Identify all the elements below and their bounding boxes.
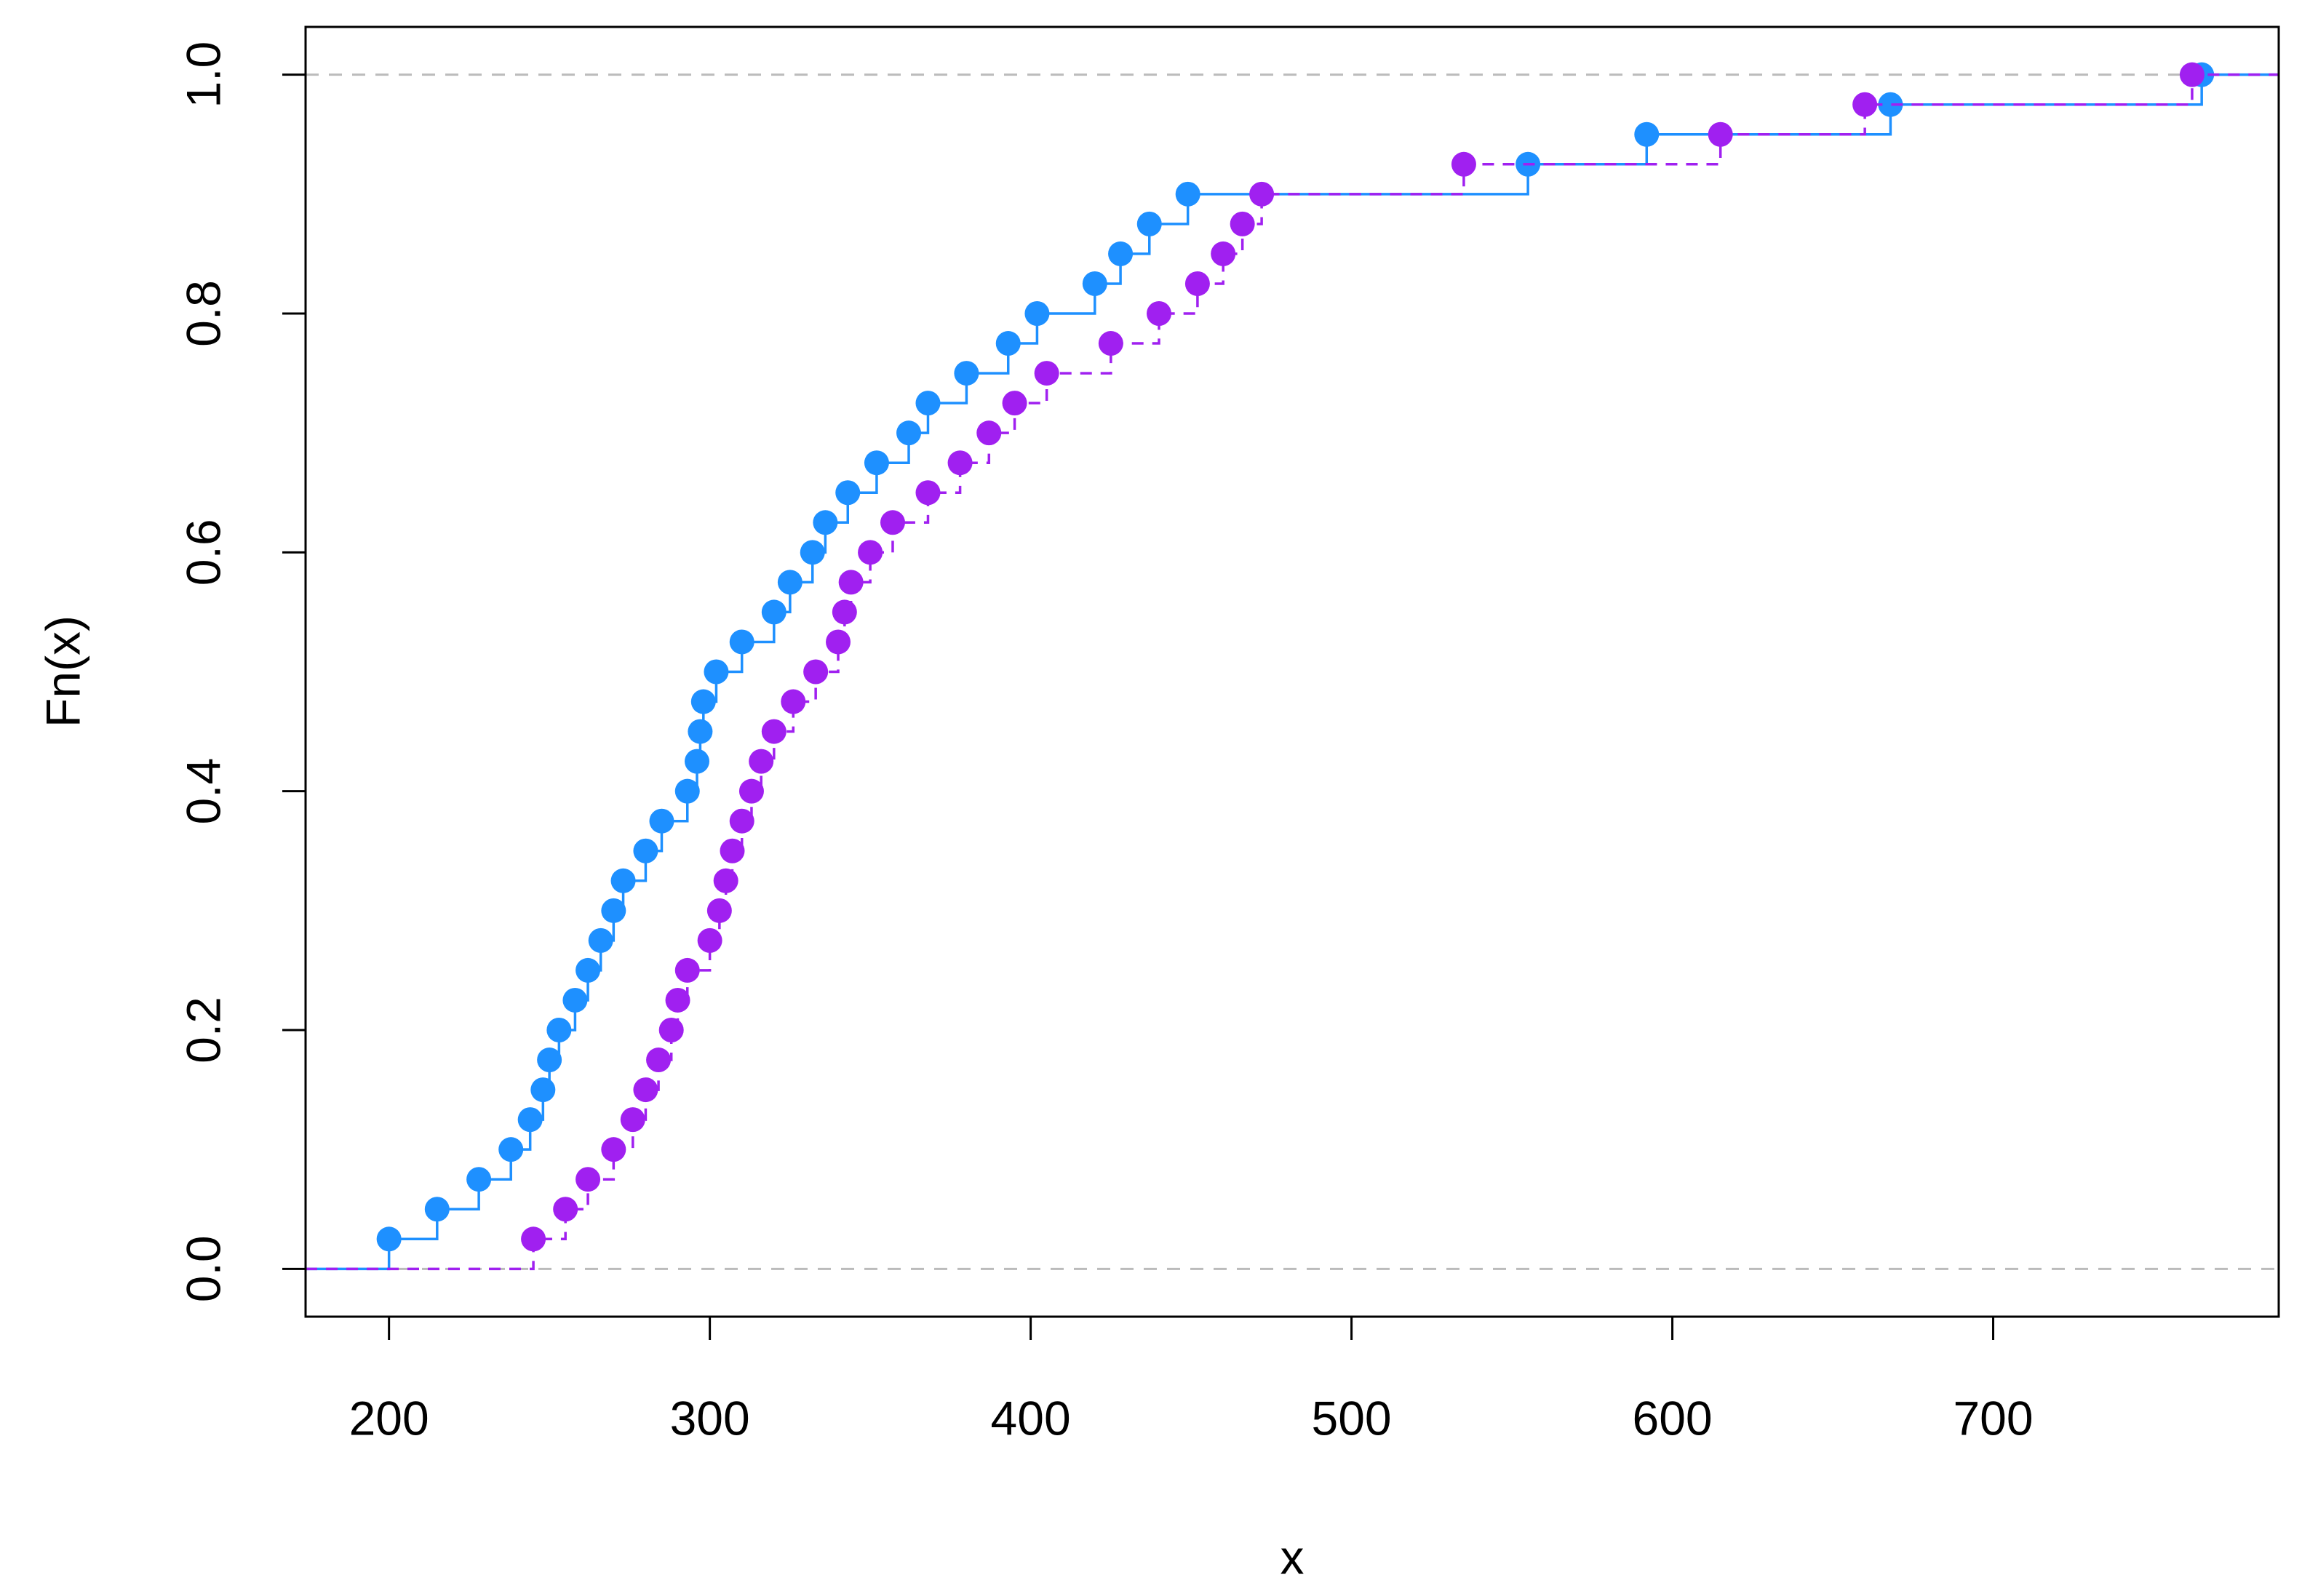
point <box>1146 301 1171 326</box>
point <box>576 957 601 983</box>
point <box>1878 92 1903 117</box>
point <box>466 1167 492 1192</box>
point <box>706 898 732 923</box>
point <box>803 659 829 685</box>
point <box>697 927 722 953</box>
point <box>521 1226 546 1252</box>
step-line <box>306 73 2279 1271</box>
point <box>620 1107 645 1133</box>
point <box>376 1226 402 1252</box>
point <box>646 1048 672 1073</box>
point <box>954 361 979 386</box>
point <box>976 420 1002 446</box>
point <box>1108 241 1134 266</box>
y-tick-label: 0.4 <box>176 758 230 825</box>
y-tick-label: 0.6 <box>176 519 230 586</box>
x-tick-label: 500 <box>1312 1391 1392 1445</box>
x-tick-label: 700 <box>1953 1391 2033 1445</box>
point <box>1024 301 1050 326</box>
point <box>896 420 922 446</box>
point <box>601 898 626 923</box>
point <box>800 540 825 565</box>
point <box>576 1167 601 1192</box>
point <box>1634 121 1660 147</box>
y-tick-label: 0.0 <box>176 1235 230 1302</box>
point <box>713 868 738 893</box>
point <box>781 689 806 714</box>
point <box>601 1137 626 1162</box>
point <box>688 719 713 744</box>
point <box>761 719 786 744</box>
point <box>1249 181 1275 207</box>
point <box>537 1048 562 1073</box>
x-axis-label: x <box>1281 1530 1305 1584</box>
point <box>880 510 905 535</box>
y-axis-label: Fn(x) <box>36 615 89 727</box>
point <box>1034 361 1059 386</box>
point <box>864 450 889 476</box>
point <box>1098 331 1123 356</box>
point <box>1184 271 1210 296</box>
point <box>777 570 802 595</box>
point <box>674 957 700 983</box>
point <box>813 510 838 535</box>
point <box>633 1077 658 1103</box>
x-tick-label: 200 <box>349 1391 429 1445</box>
y-tick-label: 0.8 <box>176 280 230 347</box>
point <box>858 540 883 565</box>
series <box>306 62 2279 1271</box>
point <box>553 1197 578 1222</box>
point <box>704 659 729 685</box>
point <box>1708 121 1733 147</box>
point <box>665 987 690 1013</box>
point <box>1136 211 1162 236</box>
point <box>729 629 754 655</box>
series <box>306 62 2279 1271</box>
x-tick-label: 400 <box>991 1391 1071 1445</box>
point <box>749 749 774 774</box>
point <box>720 838 745 863</box>
point <box>761 599 786 625</box>
plot-frame <box>304 25 2280 1318</box>
point <box>530 1077 556 1103</box>
x-tick-label: 600 <box>1632 1391 1712 1445</box>
point <box>588 927 613 953</box>
point <box>826 629 851 655</box>
point <box>424 1197 450 1222</box>
point <box>517 1107 543 1133</box>
y-tick-label: 0.2 <box>176 997 230 1064</box>
point <box>498 1137 524 1162</box>
point <box>995 331 1021 356</box>
point <box>1451 151 1476 177</box>
point <box>684 749 709 774</box>
point <box>674 778 700 804</box>
point <box>947 450 973 476</box>
point <box>1002 391 1027 416</box>
point <box>915 391 941 416</box>
point <box>649 808 674 834</box>
point <box>1852 92 1878 117</box>
point <box>729 808 754 834</box>
point <box>1175 181 1200 207</box>
point <box>546 1018 572 1042</box>
point <box>915 480 941 506</box>
point <box>1230 211 1255 236</box>
point <box>832 599 857 625</box>
point <box>562 987 588 1013</box>
point <box>738 778 764 804</box>
point <box>838 570 864 595</box>
point <box>658 1018 684 1042</box>
point <box>2179 62 2205 87</box>
point <box>1082 271 1107 296</box>
point <box>1211 241 1236 266</box>
y-tick-label: 1.0 <box>176 41 230 108</box>
point <box>690 689 716 714</box>
step-line <box>306 73 2279 1271</box>
point <box>835 480 861 506</box>
point <box>610 868 636 893</box>
x-tick-label: 300 <box>670 1391 750 1445</box>
point <box>633 838 658 863</box>
